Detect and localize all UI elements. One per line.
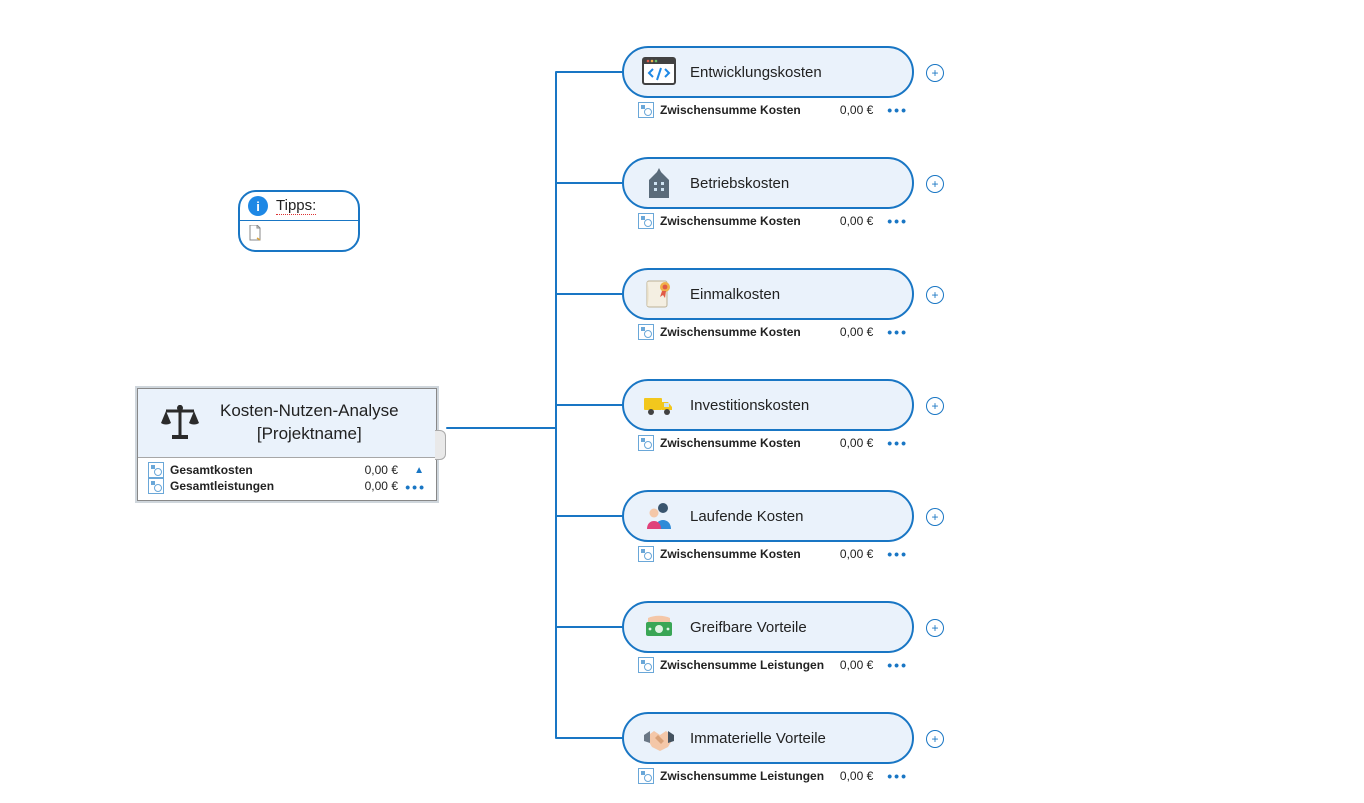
expand-button[interactable]: + [926, 508, 944, 526]
expand-handle[interactable] [435, 430, 446, 460]
child-subtotal-label: Zwischensumme Leistungen [660, 658, 824, 672]
child-pill[interactable]: Laufende Kosten [622, 490, 914, 542]
child-subtotal-value: 0,00 € [840, 103, 881, 117]
child-label: Investitionskosten [690, 397, 809, 414]
child-pill[interactable]: Entwicklungskosten [622, 46, 914, 98]
child-label: Entwicklungskosten [690, 64, 822, 81]
collapse-icon[interactable]: ▲ [414, 465, 424, 476]
prop-icon [638, 324, 654, 340]
child-subtotal-label: Zwischensumme Kosten [660, 436, 801, 450]
child-subtotal-value: 0,00 € [840, 325, 881, 339]
child-subtotal-label: Zwischensumme Kosten [660, 103, 801, 117]
child-pill[interactable]: Betriebskosten [622, 157, 914, 209]
tips-node[interactable]: i Tipps: [238, 190, 360, 252]
child-subtotal-value: 0,00 € [840, 658, 881, 672]
root-total-benefit-label: Gesamtleistungen [170, 479, 274, 493]
root-title-line2: [Projektname] [220, 423, 399, 446]
child-subtotal-label: Zwischensumme Kosten [660, 325, 801, 339]
root-title: Kosten-Nutzen-Analyse [Projektname] [220, 400, 399, 446]
handshake-icon [642, 721, 676, 755]
child-footer: Zwischensumme Leistungen 0,00 € ••• [622, 653, 914, 673]
child-footer: Zwischensumme Kosten 0,00 € ••• [622, 431, 914, 451]
child-node-invest[interactable]: Investitionskosten Zwischensumme Kosten 0,… [622, 379, 914, 451]
scales-icon [156, 399, 204, 447]
info-icon: i [248, 196, 268, 216]
expand-button[interactable]: + [926, 397, 944, 415]
expand-button[interactable]: + [926, 64, 944, 82]
people-icon [642, 499, 676, 533]
child-node-tangible[interactable]: Greifbare Vorteile Zwischensumme Leistung… [622, 601, 914, 673]
child-subtotal-label: Zwischensumme Kosten [660, 214, 801, 228]
cert-icon [642, 277, 676, 311]
child-node-running[interactable]: Laufende Kosten Zwischensumme Kosten 0,00 … [622, 490, 914, 562]
child-footer: Zwischensumme Kosten 0,00 € ••• [622, 98, 914, 118]
more-icon[interactable]: ••• [887, 324, 908, 340]
building-icon [642, 166, 676, 200]
prop-icon [638, 435, 654, 451]
root-total-cost-row: Gesamtkosten 0,00 € [148, 462, 426, 478]
child-label: Laufende Kosten [690, 508, 803, 525]
root-footer: Gesamtkosten 0,00 € Gesamtleistungen 0,0… [138, 457, 436, 500]
child-node-once[interactable]: Einmalkosten Zwischensumme Kosten 0,00 € ••… [622, 268, 914, 340]
more-icon[interactable]: ••• [887, 213, 908, 229]
prop-icon [148, 478, 164, 494]
child-subtotal-label: Zwischensumme Kosten [660, 547, 801, 561]
cash-icon [642, 610, 676, 644]
more-icon[interactable]: ••• [405, 479, 426, 495]
root-title-line1: Kosten-Nutzen-Analyse [220, 400, 399, 423]
child-footer: Zwischensumme Leistungen 0,00 € ••• [622, 764, 914, 784]
child-label: Greifbare Vorteile [690, 619, 807, 636]
prop-icon [638, 213, 654, 229]
mindmap-canvas: { "colors": { "border": "#1976c4", "node… [0, 0, 1364, 803]
expand-button[interactable]: + [926, 619, 944, 637]
child-footer: Zwischensumme Kosten 0,00 € ••• [622, 320, 914, 340]
child-label: Betriebskosten [690, 175, 789, 192]
root-total-cost-label: Gesamtkosten [170, 463, 253, 477]
child-subtotal-value: 0,00 € [840, 547, 881, 561]
child-node-ops[interactable]: Betriebskosten Zwischensumme Kosten 0,00 €… [622, 157, 914, 229]
expand-button[interactable]: + [926, 730, 944, 748]
more-icon[interactable]: ••• [887, 435, 908, 451]
root-total-benefit-row: Gesamtleistungen 0,00 € [148, 478, 426, 494]
tips-title: Tipps: [276, 197, 316, 215]
child-pill[interactable]: Immaterielle Vorteile [622, 712, 914, 764]
prop-icon [148, 462, 164, 478]
more-icon[interactable]: ••• [887, 768, 908, 784]
truck-icon [642, 388, 676, 422]
child-label: Immaterielle Vorteile [690, 730, 826, 747]
expand-button[interactable]: + [926, 175, 944, 193]
document-icon [248, 225, 262, 241]
prop-icon [638, 768, 654, 784]
child-subtotal-value: 0,00 € [840, 214, 881, 228]
child-pill[interactable]: Investitionskosten [622, 379, 914, 431]
more-icon[interactable]: ••• [887, 102, 908, 118]
prop-icon [638, 546, 654, 562]
child-label: Einmalkosten [690, 286, 780, 303]
expand-button[interactable]: + [926, 286, 944, 304]
child-node-dev[interactable]: Entwicklungskosten Zwischensumme Kosten 0,… [622, 46, 914, 118]
child-subtotal-value: 0,00 € [840, 436, 881, 450]
more-icon[interactable]: ••• [887, 546, 908, 562]
child-subtotal-value: 0,00 € [840, 769, 881, 783]
more-icon[interactable]: ••• [887, 657, 908, 673]
child-footer: Zwischensumme Kosten 0,00 € ••• [622, 209, 914, 229]
child-node-intang[interactable]: Immaterielle Vorteile Zwischensumme Leist… [622, 712, 914, 784]
child-footer: Zwischensumme Kosten 0,00 € ••• [622, 542, 914, 562]
child-pill[interactable]: Greifbare Vorteile [622, 601, 914, 653]
code-icon [642, 55, 676, 89]
root-node[interactable]: Kosten-Nutzen-Analyse [Projektname] Gesa… [137, 388, 437, 501]
child-subtotal-label: Zwischensumme Leistungen [660, 769, 824, 783]
prop-icon [638, 657, 654, 673]
prop-icon [638, 102, 654, 118]
child-pill[interactable]: Einmalkosten [622, 268, 914, 320]
